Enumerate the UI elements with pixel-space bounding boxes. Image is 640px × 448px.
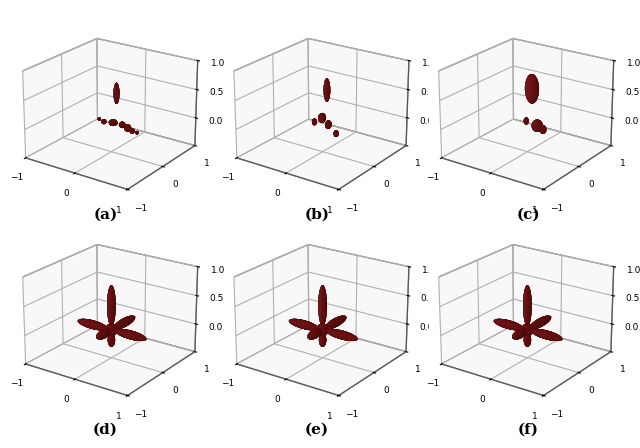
Text: (d): (d) — [93, 423, 118, 437]
Text: (b): (b) — [304, 208, 330, 222]
Text: (f): (f) — [518, 423, 538, 437]
Text: (c): (c) — [516, 208, 540, 222]
Text: (a): (a) — [93, 208, 118, 222]
Text: (e): (e) — [305, 423, 329, 437]
